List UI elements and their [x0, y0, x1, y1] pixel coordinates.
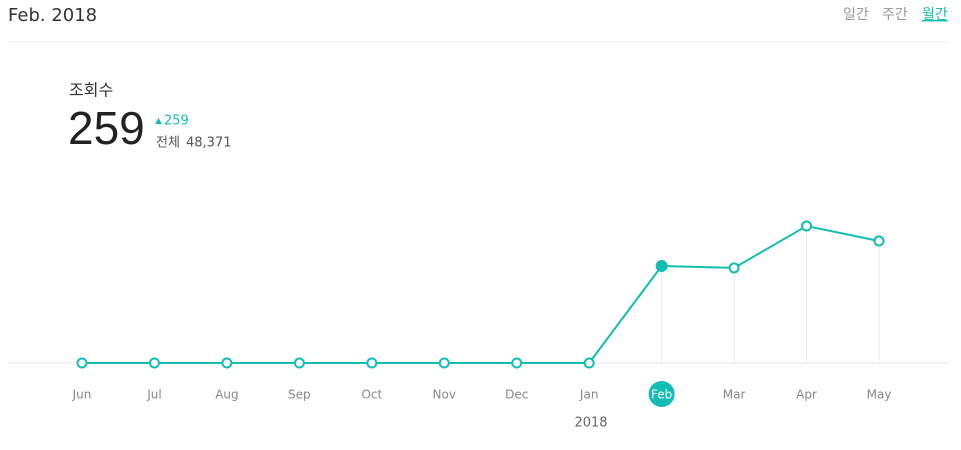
stat-value: 259	[68, 102, 145, 154]
x-tick-label[interactable]: Jun	[72, 388, 92, 402]
x-tick-label[interactable]: Feb	[651, 388, 672, 402]
x-tick-label[interactable]: Sep	[288, 388, 311, 402]
point[interactable]	[728, 262, 740, 274]
x-tick-label[interactable]: Apr	[796, 388, 817, 402]
x-tick-label[interactable]: Nov	[433, 388, 456, 402]
stat-label: 조회수	[69, 81, 113, 100]
line	[82, 224, 880, 364]
point[interactable]	[655, 260, 668, 273]
total-label: 전체	[156, 136, 180, 151]
point[interactable]	[366, 357, 378, 369]
period-tab[interactable]: 월간	[922, 7, 948, 23]
point[interactable]	[438, 357, 450, 369]
selected-month-bg	[648, 381, 675, 407]
point[interactable]	[221, 357, 233, 369]
x-tick-label[interactable]: Dec	[505, 388, 528, 402]
x-tick-label[interactable]: May	[867, 388, 892, 402]
period-tab[interactable]: 주간	[882, 7, 908, 23]
point[interactable]	[511, 357, 523, 369]
point[interactable]	[148, 357, 160, 369]
x-tick-label[interactable]: Jul	[146, 388, 161, 402]
page-title: Feb. 2018	[8, 5, 97, 26]
point[interactable]	[293, 357, 305, 369]
stat-change: 259	[164, 114, 189, 129]
x-tick-label[interactable]: Oct	[361, 388, 382, 402]
x-tick-label[interactable]: Jan	[579, 388, 599, 402]
point[interactable]	[76, 357, 88, 369]
period-tab[interactable]: 일간	[843, 7, 869, 23]
x-tick-label[interactable]: Mar	[723, 388, 746, 402]
total-value: 48,371	[186, 136, 232, 151]
up-arrow	[155, 118, 162, 124]
year-label: 2018	[574, 416, 607, 431]
point[interactable]	[583, 357, 595, 369]
point[interactable]	[801, 220, 813, 232]
x-tick-label[interactable]: Aug	[215, 388, 238, 402]
point[interactable]	[873, 235, 885, 247]
